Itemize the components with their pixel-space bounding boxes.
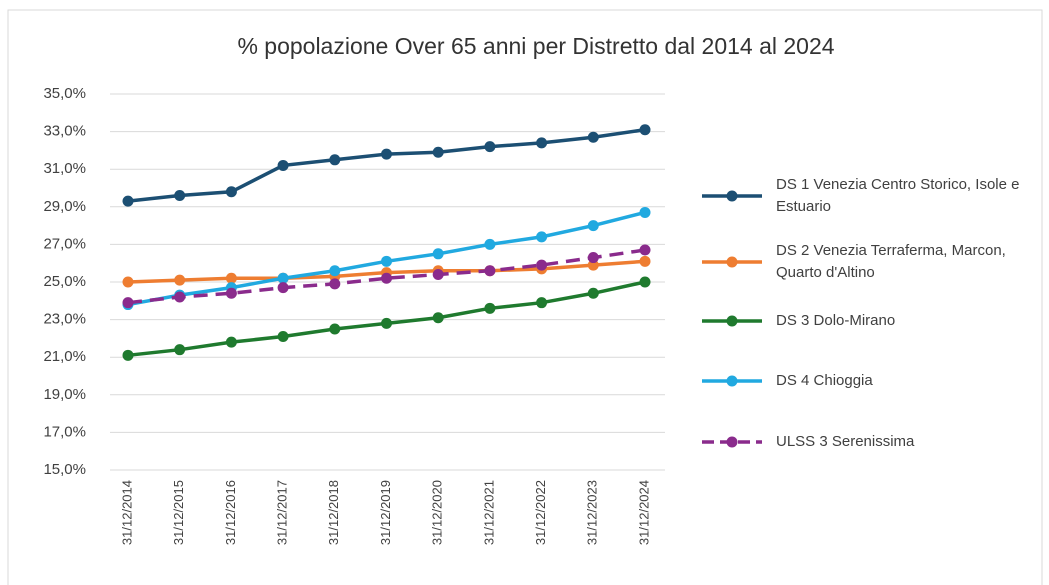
marker bbox=[381, 272, 392, 284]
legend-label: DS 1 Venezia Centro Storico, Isole e Est… bbox=[776, 176, 1020, 215]
legend-entry: DS 4 Chioggia bbox=[700, 359, 1040, 403]
x-tick-label: 31/12/2014 bbox=[119, 480, 134, 545]
legend-entry: DS 1 Venezia Centro Storico, Isole e Est… bbox=[700, 174, 1040, 218]
x-tick-label: 31/12/2019 bbox=[378, 480, 393, 545]
marker bbox=[122, 297, 134, 309]
legend-label: DS 4 Chioggia bbox=[776, 372, 873, 389]
legend-swatch bbox=[702, 190, 762, 202]
marker bbox=[484, 302, 496, 314]
legend-marker bbox=[726, 436, 738, 448]
y-tick-label: 35,0% bbox=[43, 85, 86, 102]
y-tick-label: 17,0% bbox=[43, 423, 86, 440]
marker bbox=[536, 297, 548, 309]
legend-swatch bbox=[702, 436, 762, 448]
legend-marker bbox=[726, 315, 738, 327]
legend-marker bbox=[726, 190, 738, 202]
x-tick-label: 31/12/2018 bbox=[326, 480, 341, 545]
marker bbox=[432, 312, 444, 324]
marker bbox=[174, 190, 186, 202]
marker bbox=[381, 255, 392, 267]
marker bbox=[587, 287, 599, 299]
legend-entry: DS 3 Dolo-Mirano bbox=[700, 299, 1040, 343]
legend-swatch bbox=[702, 256, 762, 268]
marker bbox=[536, 231, 548, 243]
x-tick-label: 31/12/2021 bbox=[481, 480, 496, 545]
legend-entry: DS 2 Venezia Terraferma, Marcon, Quarto … bbox=[700, 240, 1040, 284]
marker bbox=[536, 137, 548, 149]
marker bbox=[381, 317, 392, 329]
marker bbox=[484, 141, 496, 153]
frame bbox=[7, 9, 1043, 585]
legend-swatch bbox=[702, 315, 762, 327]
x-tick-label: 31/12/2022 bbox=[533, 480, 548, 545]
x-tick-label: 31/12/2017 bbox=[275, 480, 290, 545]
y-tick-label: 19,0% bbox=[43, 386, 86, 403]
marker bbox=[122, 349, 134, 361]
y-tick-label: 29,0% bbox=[43, 198, 86, 215]
marker bbox=[277, 331, 289, 343]
marker bbox=[381, 148, 392, 160]
marker bbox=[329, 154, 341, 166]
y-tick-label: 33,0% bbox=[43, 123, 86, 140]
legend-swatch bbox=[702, 375, 762, 387]
marker bbox=[587, 220, 599, 232]
marker bbox=[587, 131, 599, 143]
y-tick-label: 21,0% bbox=[43, 348, 86, 365]
y-tick-label: 23,0% bbox=[43, 311, 86, 328]
marker bbox=[225, 272, 237, 284]
legend-entry: ULSS 3 Serenissima bbox=[700, 420, 1040, 464]
series-line bbox=[127, 127, 646, 203]
marker bbox=[277, 282, 289, 294]
x-tick-label: 31/12/2023 bbox=[585, 480, 600, 545]
marker bbox=[587, 259, 599, 271]
marker bbox=[174, 344, 186, 356]
legend-label: ULSS 3 Serenissima bbox=[776, 433, 915, 450]
marker bbox=[277, 159, 289, 171]
marker bbox=[536, 259, 548, 271]
marker bbox=[225, 336, 237, 348]
marker bbox=[329, 265, 341, 277]
marker bbox=[432, 248, 444, 260]
y-tick-label: 15,0% bbox=[43, 461, 86, 478]
y-tick-label: 25,0% bbox=[43, 273, 86, 290]
marker bbox=[639, 255, 651, 267]
marker bbox=[122, 195, 134, 207]
marker bbox=[225, 186, 237, 198]
legend-marker bbox=[726, 256, 738, 268]
marker bbox=[174, 291, 186, 303]
marker bbox=[225, 287, 237, 299]
x-tick-label: 31/12/2015 bbox=[171, 480, 186, 545]
legend-label: DS 2 Venezia Terraferma, Marcon, Quarto … bbox=[776, 242, 1006, 281]
marker bbox=[639, 206, 651, 218]
legend-marker bbox=[726, 375, 738, 387]
marker bbox=[587, 252, 599, 264]
marker bbox=[639, 124, 651, 136]
x-tick-label: 31/12/2016 bbox=[223, 480, 238, 545]
chart-title: % popolazione Over 65 anni per Distretto… bbox=[237, 33, 834, 59]
marker bbox=[432, 268, 444, 280]
x-tick-label: 31/12/2024 bbox=[636, 480, 651, 545]
marker bbox=[174, 274, 186, 286]
marker bbox=[484, 265, 496, 277]
legend-label: DS 3 Dolo-Mirano bbox=[776, 312, 896, 329]
marker bbox=[639, 276, 651, 288]
marker bbox=[432, 146, 444, 158]
y-tick-label: 31,0% bbox=[43, 160, 86, 177]
y-tick-label: 27,0% bbox=[43, 235, 86, 252]
marker bbox=[639, 244, 651, 256]
marker bbox=[329, 323, 341, 335]
x-tick-label: 31/12/2020 bbox=[430, 480, 445, 545]
marker bbox=[122, 276, 134, 288]
marker bbox=[484, 238, 496, 250]
marker bbox=[329, 278, 341, 290]
marker bbox=[277, 272, 289, 284]
